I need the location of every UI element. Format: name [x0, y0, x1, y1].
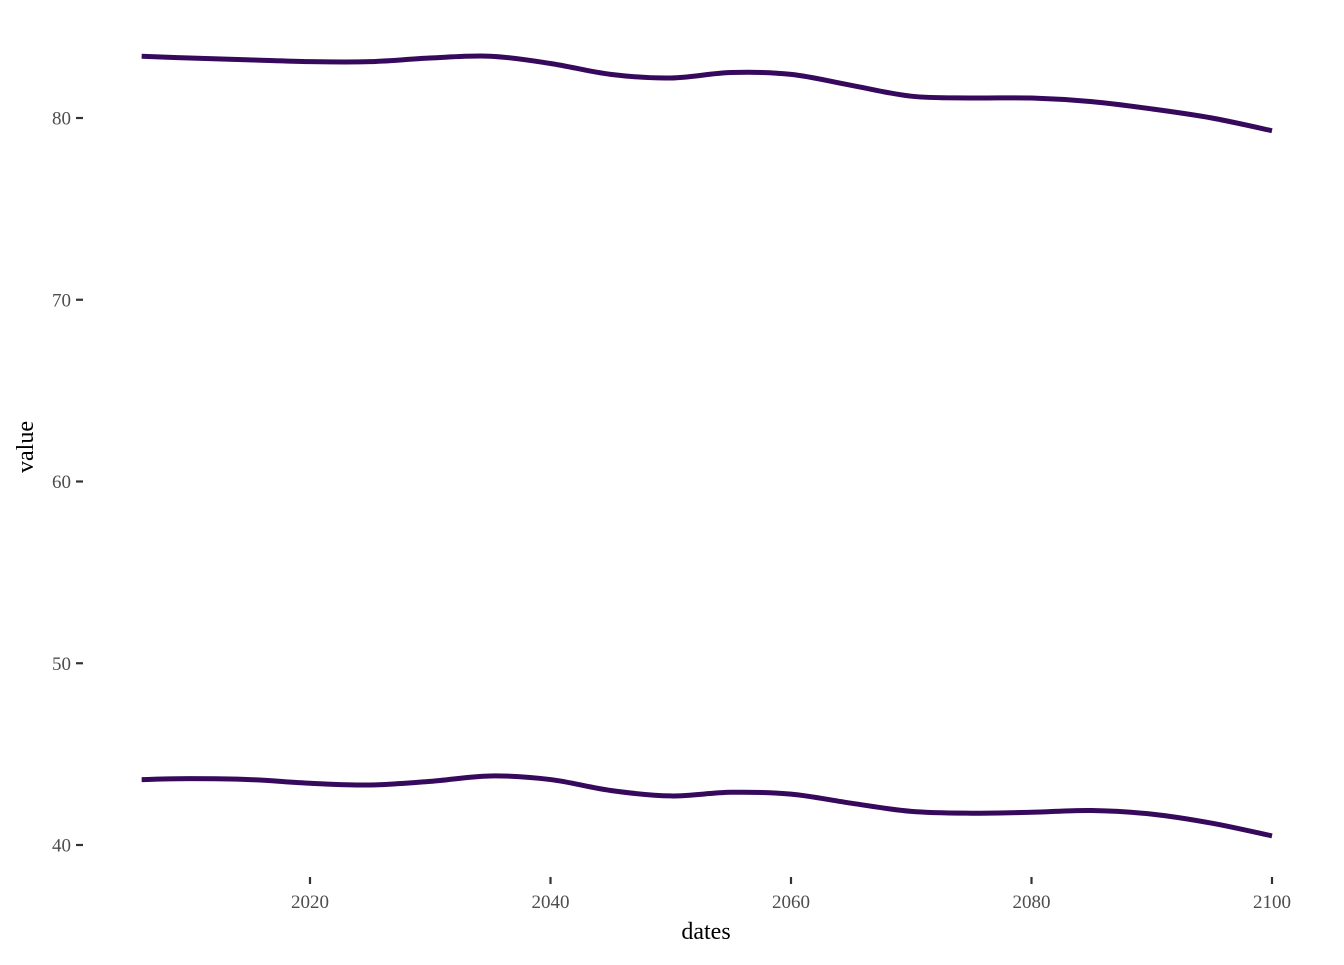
y-tick-label-50: 50	[52, 654, 71, 675]
series-line-1	[141, 53, 1273, 134]
series-line-2	[141, 773, 1273, 839]
y-axis-title: value	[13, 421, 39, 473]
x-axis: 2020 2040 2060 2080 2100	[291, 877, 1291, 913]
x-tick-label-2020: 2020	[291, 892, 329, 913]
x-tick-label-2040: 2040	[532, 892, 570, 913]
series-layer	[141, 53, 1273, 839]
y-tick-label-40: 40	[52, 836, 71, 857]
y-tick-label-80: 80	[52, 109, 71, 130]
x-tick-label-2080: 2080	[1013, 892, 1051, 913]
x-tick-label-2100: 2100	[1253, 892, 1291, 913]
y-tick-label-70: 70	[52, 290, 71, 311]
x-tick-label-2060: 2060	[772, 892, 810, 913]
y-axis: 40 50 60 70 80	[52, 109, 83, 857]
y-tick-label-60: 60	[52, 472, 71, 493]
x-axis-title: dates	[681, 919, 730, 945]
